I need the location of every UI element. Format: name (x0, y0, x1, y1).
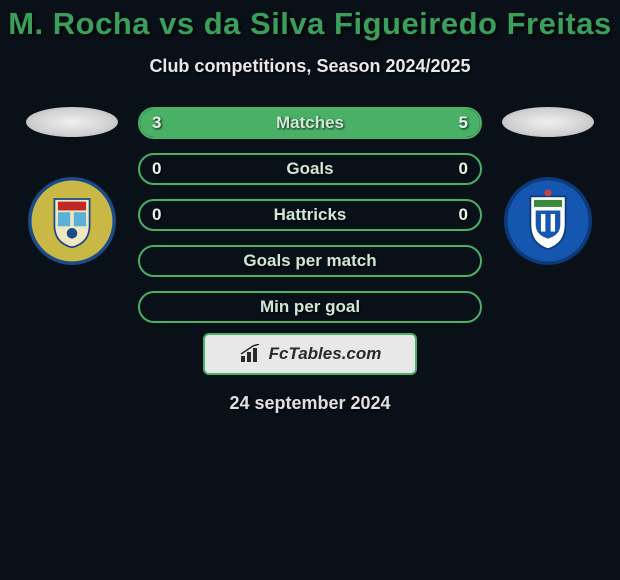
player-left (22, 107, 122, 265)
stat-label: Matches (140, 113, 480, 133)
subtitle: Club competitions, Season 2024/2025 (0, 56, 620, 77)
value-right: 5 (459, 113, 468, 133)
value-right: 0 (459, 159, 468, 179)
value-left: 0 (152, 159, 161, 179)
stat-label: Goals (140, 159, 480, 179)
stat-bar-hattricks: Hattricks0 0 (138, 199, 482, 231)
brand-badge: FcTables.com (203, 333, 417, 375)
stat-label: Min per goal (140, 297, 480, 317)
arouca-crest (28, 177, 116, 265)
stats-column: Matches35Goals00Hattricks00Goals per mat… (138, 107, 482, 323)
avatar-placeholder-left (26, 107, 118, 137)
page-title: M. Rocha vs da Silva Figueiredo Freitas (0, 6, 620, 42)
date-label: 24 september 2024 (0, 393, 620, 414)
crest-icon (504, 177, 592, 265)
avatar-placeholder-right (502, 107, 594, 137)
stat-bar-min-per-goal: Min per goal (138, 291, 482, 323)
player-right (498, 107, 598, 265)
stat-label: Goals per match (140, 251, 480, 271)
stat-label: Hattricks (140, 205, 480, 225)
comparison-row: Matches35Goals00Hattricks00Goals per mat… (0, 107, 620, 323)
brand-text: FcTables.com (269, 344, 382, 364)
porto-crest (504, 177, 592, 265)
stat-bar-goals-per-match: Goals per match (138, 245, 482, 277)
stat-bar-matches: Matches3 5 (138, 107, 482, 139)
value-left: 0 (152, 205, 161, 225)
bar-chart-icon (239, 344, 265, 364)
comparison-card: M. Rocha vs da Silva Figueiredo Freitas … (0, 0, 620, 414)
value-right: 0 (459, 205, 468, 225)
value-left: 3 (152, 113, 161, 133)
stat-bar-goals: Goals0 0 (138, 153, 482, 185)
crest-icon (28, 177, 116, 265)
